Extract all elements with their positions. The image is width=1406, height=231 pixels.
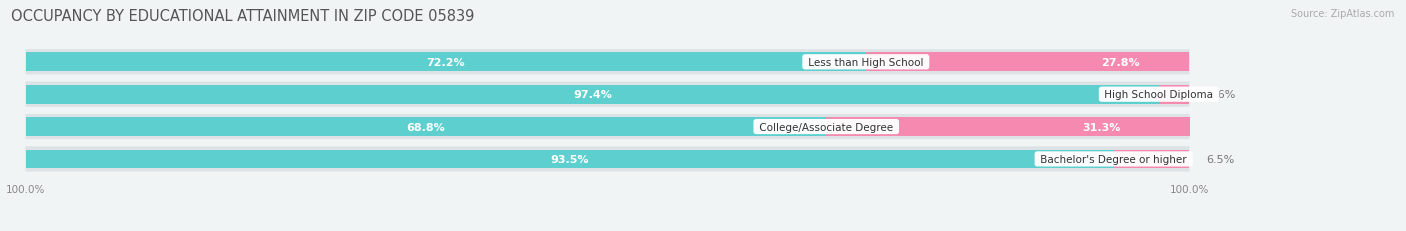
Text: 2.6%: 2.6%: [1206, 90, 1234, 100]
Text: 97.4%: 97.4%: [572, 90, 612, 100]
Text: 72.2%: 72.2%: [426, 58, 465, 67]
Bar: [866, 53, 1189, 72]
Bar: [25, 53, 866, 72]
Text: Bachelor's Degree or higher: Bachelor's Degree or higher: [1038, 154, 1189, 164]
Bar: [827, 118, 1191, 136]
Text: High School Diploma: High School Diploma: [1101, 90, 1216, 100]
Text: College/Associate Degree: College/Associate Degree: [756, 122, 897, 132]
Text: 31.3%: 31.3%: [1083, 122, 1121, 132]
FancyBboxPatch shape: [25, 114, 1189, 140]
FancyBboxPatch shape: [25, 50, 1189, 75]
Bar: [1114, 150, 1189, 169]
Bar: [1159, 85, 1189, 104]
Text: OCCUPANCY BY EDUCATIONAL ATTAINMENT IN ZIP CODE 05839: OCCUPANCY BY EDUCATIONAL ATTAINMENT IN Z…: [11, 9, 475, 24]
Text: Less than High School: Less than High School: [804, 58, 927, 67]
Text: 68.8%: 68.8%: [406, 122, 446, 132]
Bar: [25, 150, 1114, 169]
Text: 27.8%: 27.8%: [1101, 58, 1140, 67]
FancyBboxPatch shape: [25, 147, 1189, 172]
Bar: [25, 118, 827, 136]
Text: 6.5%: 6.5%: [1206, 154, 1234, 164]
Bar: [25, 85, 1159, 104]
Text: 93.5%: 93.5%: [550, 154, 589, 164]
Text: Source: ZipAtlas.com: Source: ZipAtlas.com: [1291, 9, 1395, 19]
FancyBboxPatch shape: [25, 82, 1189, 107]
